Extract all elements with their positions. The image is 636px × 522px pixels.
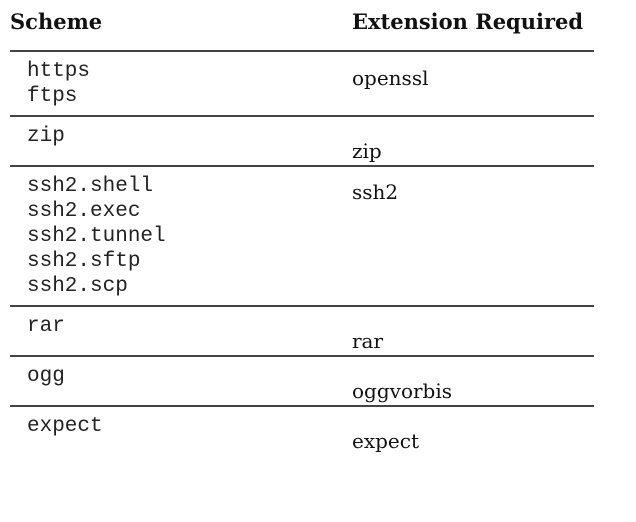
scheme-extension-table: Scheme Extension Required https ftps ope…	[10, 2, 594, 455]
header-extension-required: Extension Required	[352, 2, 594, 52]
extension-cell: ssh2	[352, 166, 594, 307]
header-scheme: Scheme	[10, 2, 352, 52]
scheme-name: https	[27, 60, 91, 83]
scheme-name: ftps	[27, 85, 78, 108]
scheme-cell: expect	[10, 406, 352, 455]
scheme-cell: ogg	[10, 356, 352, 407]
extension-cell: openssl	[352, 51, 594, 117]
extension-cell: oggvorbis	[352, 356, 594, 407]
scheme-name: ssh2.tunnel	[27, 225, 166, 248]
extension-cell: expect	[352, 429, 419, 453]
table-row: ssh2.shell ssh2.exec ssh2.tunnel ssh2.sf…	[10, 166, 594, 307]
scheme-cell: zip	[10, 116, 352, 167]
scheme-name: zip	[27, 125, 65, 148]
header-row: Scheme Extension Required	[10, 2, 594, 52]
table-row: rar rar	[10, 306, 594, 357]
extension-cell: zip	[352, 116, 594, 167]
extension-cell: rar	[352, 306, 594, 357]
table-row: zip zip	[10, 116, 594, 167]
scheme-name: rar	[27, 315, 65, 338]
scheme-cell: https ftps	[10, 51, 352, 117]
scheme-cell: rar	[10, 306, 352, 357]
table-row: expect expect	[10, 406, 594, 455]
scheme-cell: ssh2.shell ssh2.exec ssh2.tunnel ssh2.sf…	[10, 166, 352, 307]
scheme-name: ogg	[27, 365, 65, 388]
scheme-name: ssh2.sftp	[27, 250, 141, 273]
table-row: https ftps openssl	[10, 51, 594, 117]
scheme-name: ssh2.shell	[27, 175, 154, 198]
scheme-name: expect	[27, 415, 103, 438]
scheme-name: ssh2.scp	[27, 275, 128, 298]
scheme-name: ssh2.exec	[27, 200, 141, 223]
table-row: ogg oggvorbis	[10, 356, 594, 407]
